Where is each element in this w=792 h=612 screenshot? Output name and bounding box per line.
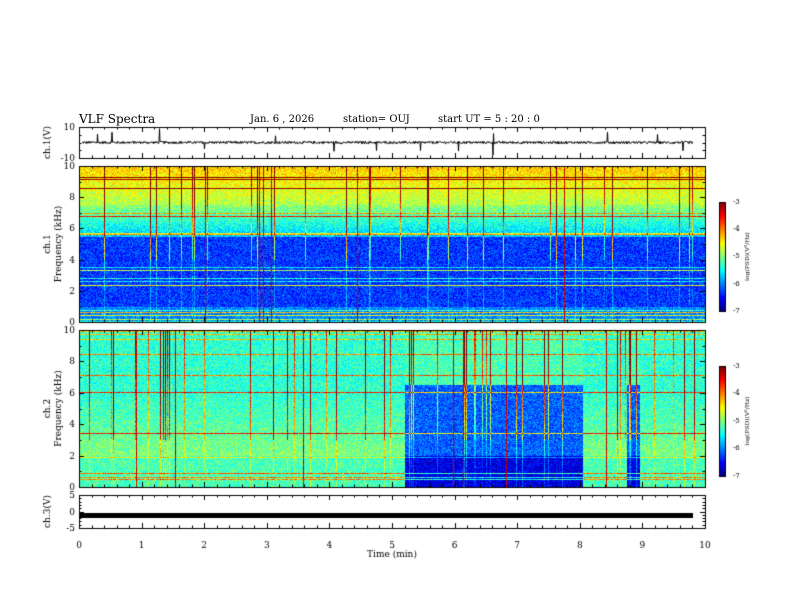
figure-title: VLF Spectra (79, 112, 156, 126)
station-label: station= OUJ (343, 114, 410, 125)
start-time-label: start UT = 5 : 20 : 0 (438, 114, 540, 125)
date-label: Jan. 6 , 2026 (250, 114, 315, 125)
